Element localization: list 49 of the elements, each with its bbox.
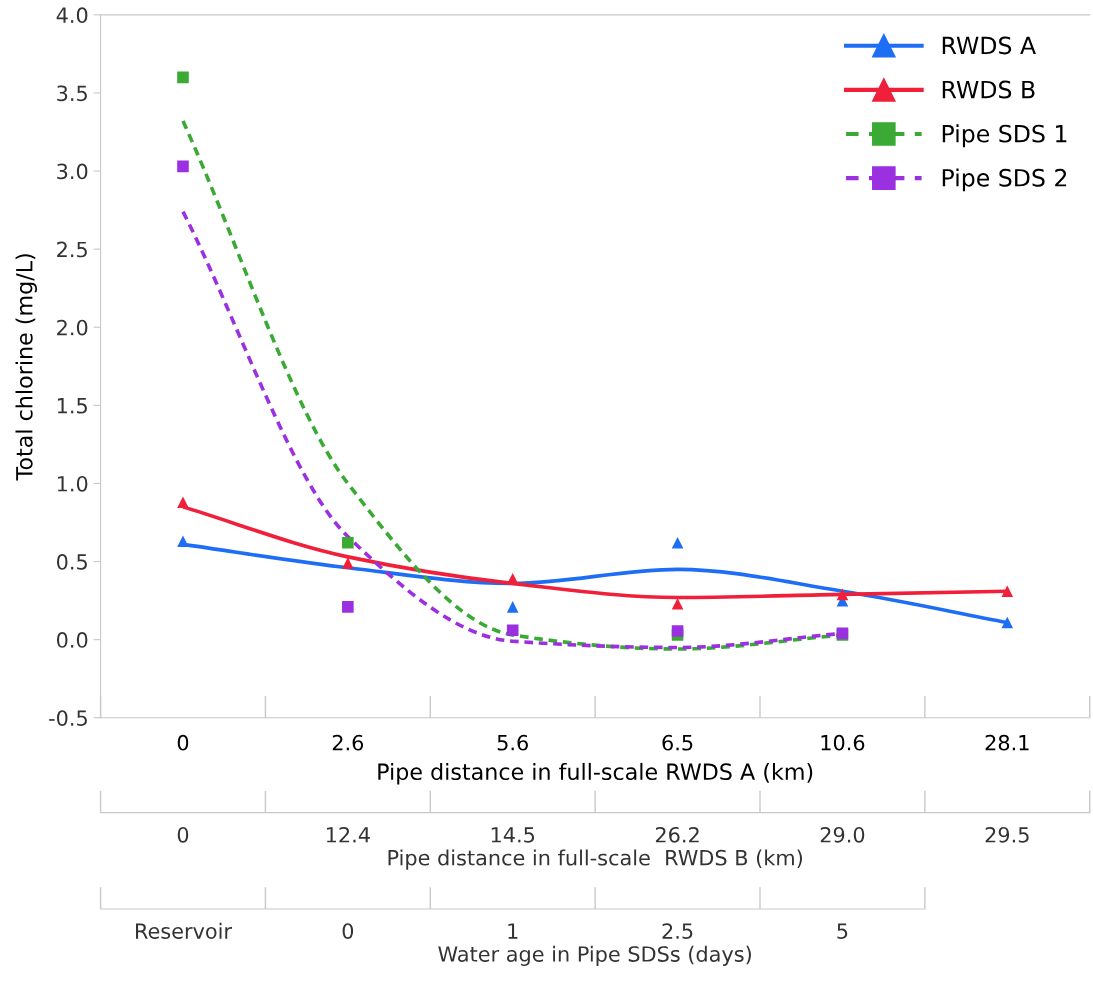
text: Reservoir [136,922,232,939]
text: 14.5 [491,827,535,843]
text: 29.5 [985,826,1029,843]
y-tick-label: -0.5 [49,710,87,726]
text: Pipe distance in full-scale RWDS B (km) [388,849,802,870]
text: 1 [508,923,518,939]
legend-label: Pipe SDS 1 [942,124,1067,148]
y-tick-label: 3.0 [57,163,88,180]
point [671,625,684,637]
point [177,71,189,84]
x-tick-label: 5.6 [497,734,528,751]
y-tick-label: 2.5 [57,241,87,258]
legend-label: RWDS A [942,36,1036,55]
legend-label: RWDS B [942,80,1035,99]
x-tick-label: 28.1 [985,734,1029,751]
y-tick-label: 1.0 [57,475,88,492]
y-tick-label: 0.5 [56,554,87,570]
x-axis-title: Pipe distance in full-scale RWDS A (km) [378,762,813,785]
text: 2.5 [662,923,693,939]
text: 29.0 [820,826,865,843]
text: 0 [342,923,354,939]
legend-label: Pipe SDS 2 [942,168,1067,192]
y-tick-label: 1.5 [57,398,87,414]
y-axis-title: Total chlorine (mg/L) [15,254,37,481]
x-tick-label: 0 [177,734,189,751]
point [1001,585,1014,598]
point [1001,616,1014,629]
y-tick-label: 0.0 [56,632,88,648]
point [342,557,354,569]
point [836,588,849,601]
point [506,601,519,613]
point [342,601,354,613]
point [177,160,189,173]
text: 0 [177,826,189,843]
text: 12.4 [326,826,370,843]
x-tick-label: 6.5 [662,734,693,751]
point [506,572,519,585]
point [177,496,189,508]
text: Water age in Pipe SDSs (days) [438,945,751,966]
y-tick-label: 4.0 [56,7,88,24]
x-tick-label: 10.6 [821,734,865,751]
point [342,537,354,549]
point [671,537,684,549]
y-tick-label: 3.5 [57,85,87,102]
text: 5 [837,923,848,939]
x-tick-label: 2.6 [332,734,364,751]
point [506,624,519,637]
text: 26.2 [655,826,699,843]
y-tick-label: 2.0 [57,319,88,336]
